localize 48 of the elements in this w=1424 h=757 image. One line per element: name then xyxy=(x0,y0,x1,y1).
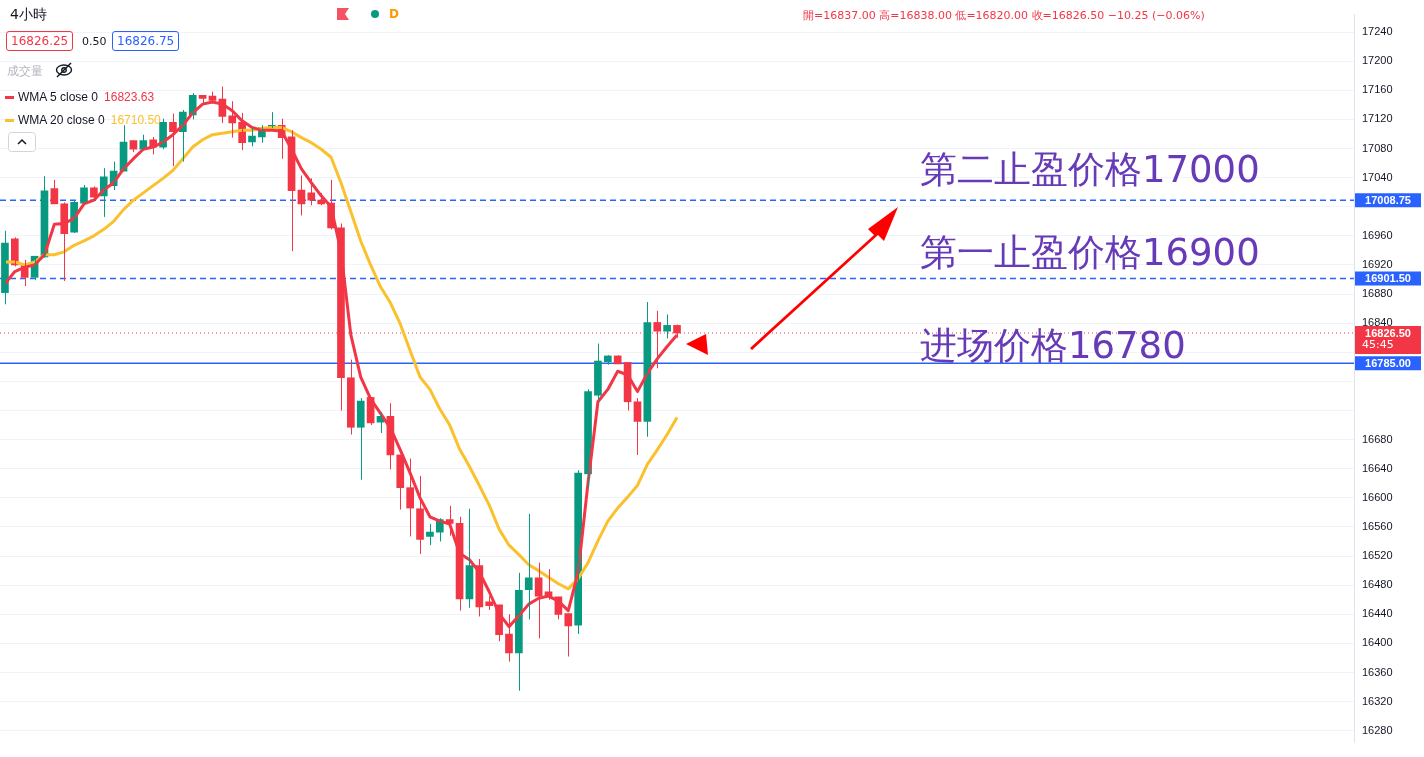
annotation: 第二止盈价格17000 xyxy=(920,147,1260,193)
candlestick xyxy=(594,343,602,402)
annotation: 16826.75 xyxy=(112,31,180,51)
y-tick-label: 16560 xyxy=(1362,520,1393,532)
annotation: 进场价格16780 xyxy=(920,323,1186,369)
y-tick-label: 17160 xyxy=(1362,83,1393,96)
y-tick-label: 16440 xyxy=(1362,607,1393,620)
y-tick-label: 16920 xyxy=(1362,257,1393,270)
y-tick-label: 16880 xyxy=(1362,287,1393,300)
annotation: 0.50 xyxy=(82,35,107,48)
y-tick-label: 17120 xyxy=(1362,112,1393,125)
candlestick xyxy=(406,458,414,537)
annotation: 16823.63 xyxy=(104,90,155,104)
annotation: 16826.25 xyxy=(6,31,74,51)
annotation: 開=16837.00 高=16838.00 低=16820.00 收=16826.50 −10.25 (−0.06%) xyxy=(803,8,1205,23)
y-tick-label: 16840 xyxy=(1362,316,1393,329)
legend-label: WMA 5 close 0 xyxy=(18,90,99,104)
text: 45:45 xyxy=(1362,338,1394,351)
y-tick-label: 16680 xyxy=(1362,432,1393,445)
y-tick-label: 16400 xyxy=(1362,636,1393,649)
y-tick-label: 17040 xyxy=(1362,170,1393,183)
candlestick xyxy=(426,523,434,546)
chart-title: 4小時 xyxy=(10,6,47,24)
annotation: 成交量 xyxy=(7,63,43,80)
y-tick-label: 16600 xyxy=(1362,490,1393,503)
y-tick-label: 16480 xyxy=(1362,578,1393,591)
y-tick-label: 16320 xyxy=(1362,694,1393,707)
y-tick-label: 17200 xyxy=(1362,54,1393,67)
candlestick xyxy=(663,313,671,339)
y-tick-label: 16640 xyxy=(1362,461,1393,474)
ref-line-label: 17008.75 xyxy=(1365,193,1411,206)
legend-label: WMA 20 close 0 xyxy=(18,113,105,127)
y-tick-label: 16360 xyxy=(1362,665,1393,678)
annotation: 第一止盈价格16900 xyxy=(920,230,1260,276)
candlestick xyxy=(347,359,355,436)
annotation: 16710.50 xyxy=(110,113,161,127)
y-tick-label: 16520 xyxy=(1362,549,1393,562)
ref-line-label: 16901.50 xyxy=(1365,271,1411,284)
ref-line-label: 16785.00 xyxy=(1365,356,1411,369)
annotation: D xyxy=(389,7,399,21)
y-tick-label: 16960 xyxy=(1362,228,1393,241)
y-tick-label: 17080 xyxy=(1362,141,1393,154)
y-tick-label: 16280 xyxy=(1362,723,1393,736)
candlestick xyxy=(307,177,316,206)
candlestick xyxy=(356,397,365,481)
ref-line-label: 16826.50 xyxy=(1365,326,1411,339)
y-tick-label: 17240 xyxy=(1362,25,1393,38)
candlestick xyxy=(416,475,424,555)
